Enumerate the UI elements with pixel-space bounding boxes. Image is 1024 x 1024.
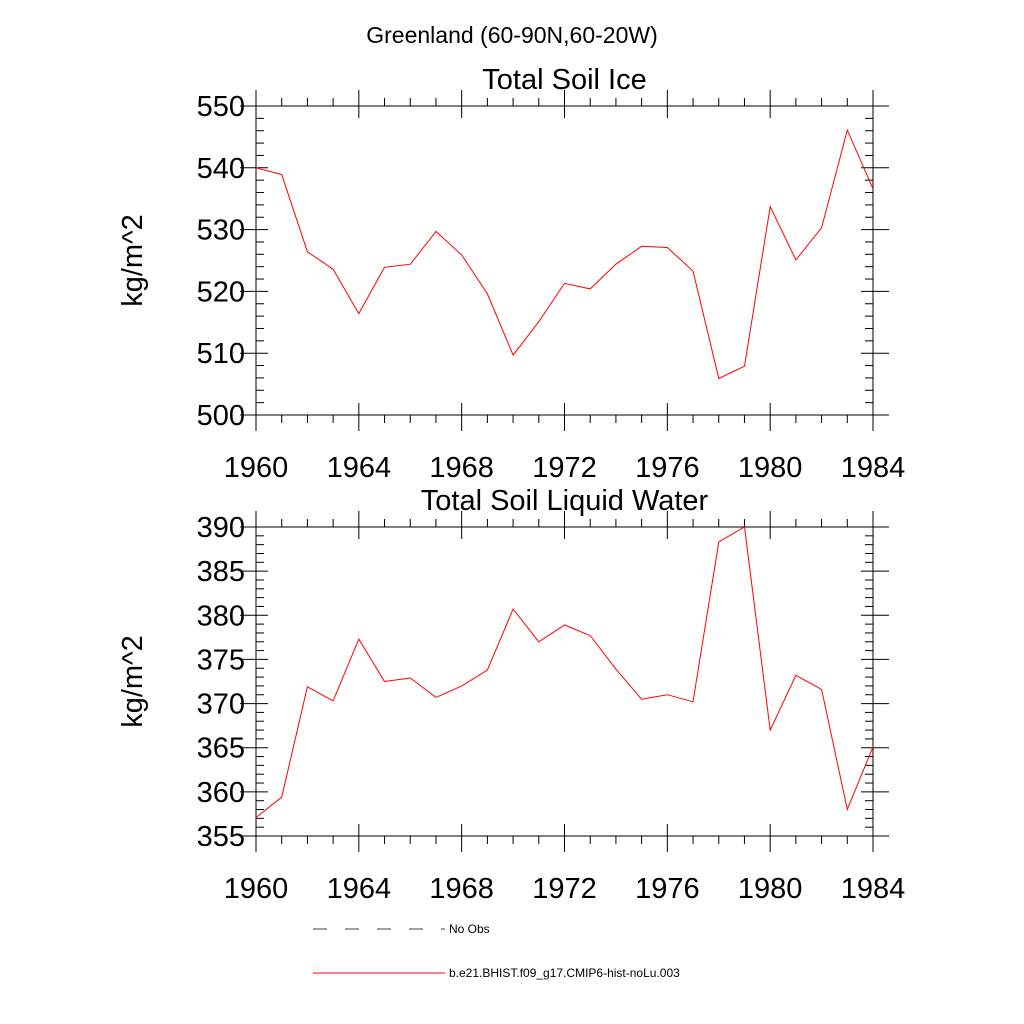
y-tick-label: 360: [197, 777, 245, 809]
y-tick-label: 510: [197, 338, 245, 370]
x-tick-label: 1976: [635, 452, 700, 484]
y-tick-label: 540: [197, 153, 245, 185]
x-tick-label: 1972: [532, 873, 597, 905]
legend-label: No Obs: [449, 922, 490, 936]
y-tick-label: 365: [197, 733, 245, 765]
x-tick-label: 1968: [429, 452, 494, 484]
x-tick-label: 1972: [532, 452, 597, 484]
y-tick-label: 500: [197, 400, 245, 432]
x-tick-label: 1984: [841, 452, 906, 484]
legend-label: b.e21.BHIST.f09_g17.CMIP6-hist-noLu.003: [449, 966, 680, 980]
x-tick-label: 1964: [327, 873, 392, 905]
legend: No Obs b.e21.BHIST.f09_g17.CMIP6-hist-noL…: [313, 922, 680, 980]
y-tick-label: 385: [197, 556, 245, 588]
x-tick-label: 1964: [327, 452, 392, 484]
x-tick-label: 1984: [841, 873, 906, 905]
y-tick-label: 530: [197, 215, 245, 247]
y-axis-label: kg/m^2: [117, 635, 149, 728]
plot-frame: [255, 105, 874, 416]
x-tick-label: 1968: [429, 873, 494, 905]
x-tick-label: 1976: [635, 873, 700, 905]
series-line: [255, 526, 874, 818]
y-tick-label: 370: [197, 689, 245, 721]
series-line: [255, 128, 874, 380]
y-axis-label: kg/m^2: [117, 214, 149, 307]
x-tick-label: 1980: [738, 452, 803, 484]
y-tick-label: 380: [197, 600, 245, 632]
y-tick-label: 550: [197, 91, 245, 123]
x-tick-label: 1960: [224, 873, 289, 905]
x-tick-label: 1980: [738, 873, 803, 905]
figure-suptitle: Greenland (60-90N,60-20W): [366, 22, 657, 48]
y-tick-label: 375: [197, 644, 245, 676]
y-tick-label: 390: [197, 512, 245, 544]
y-tick-label: 520: [197, 276, 245, 308]
y-tick-label: 355: [197, 821, 245, 853]
plot-frame: [255, 526, 874, 837]
x-tick-label: 1960: [224, 452, 289, 484]
